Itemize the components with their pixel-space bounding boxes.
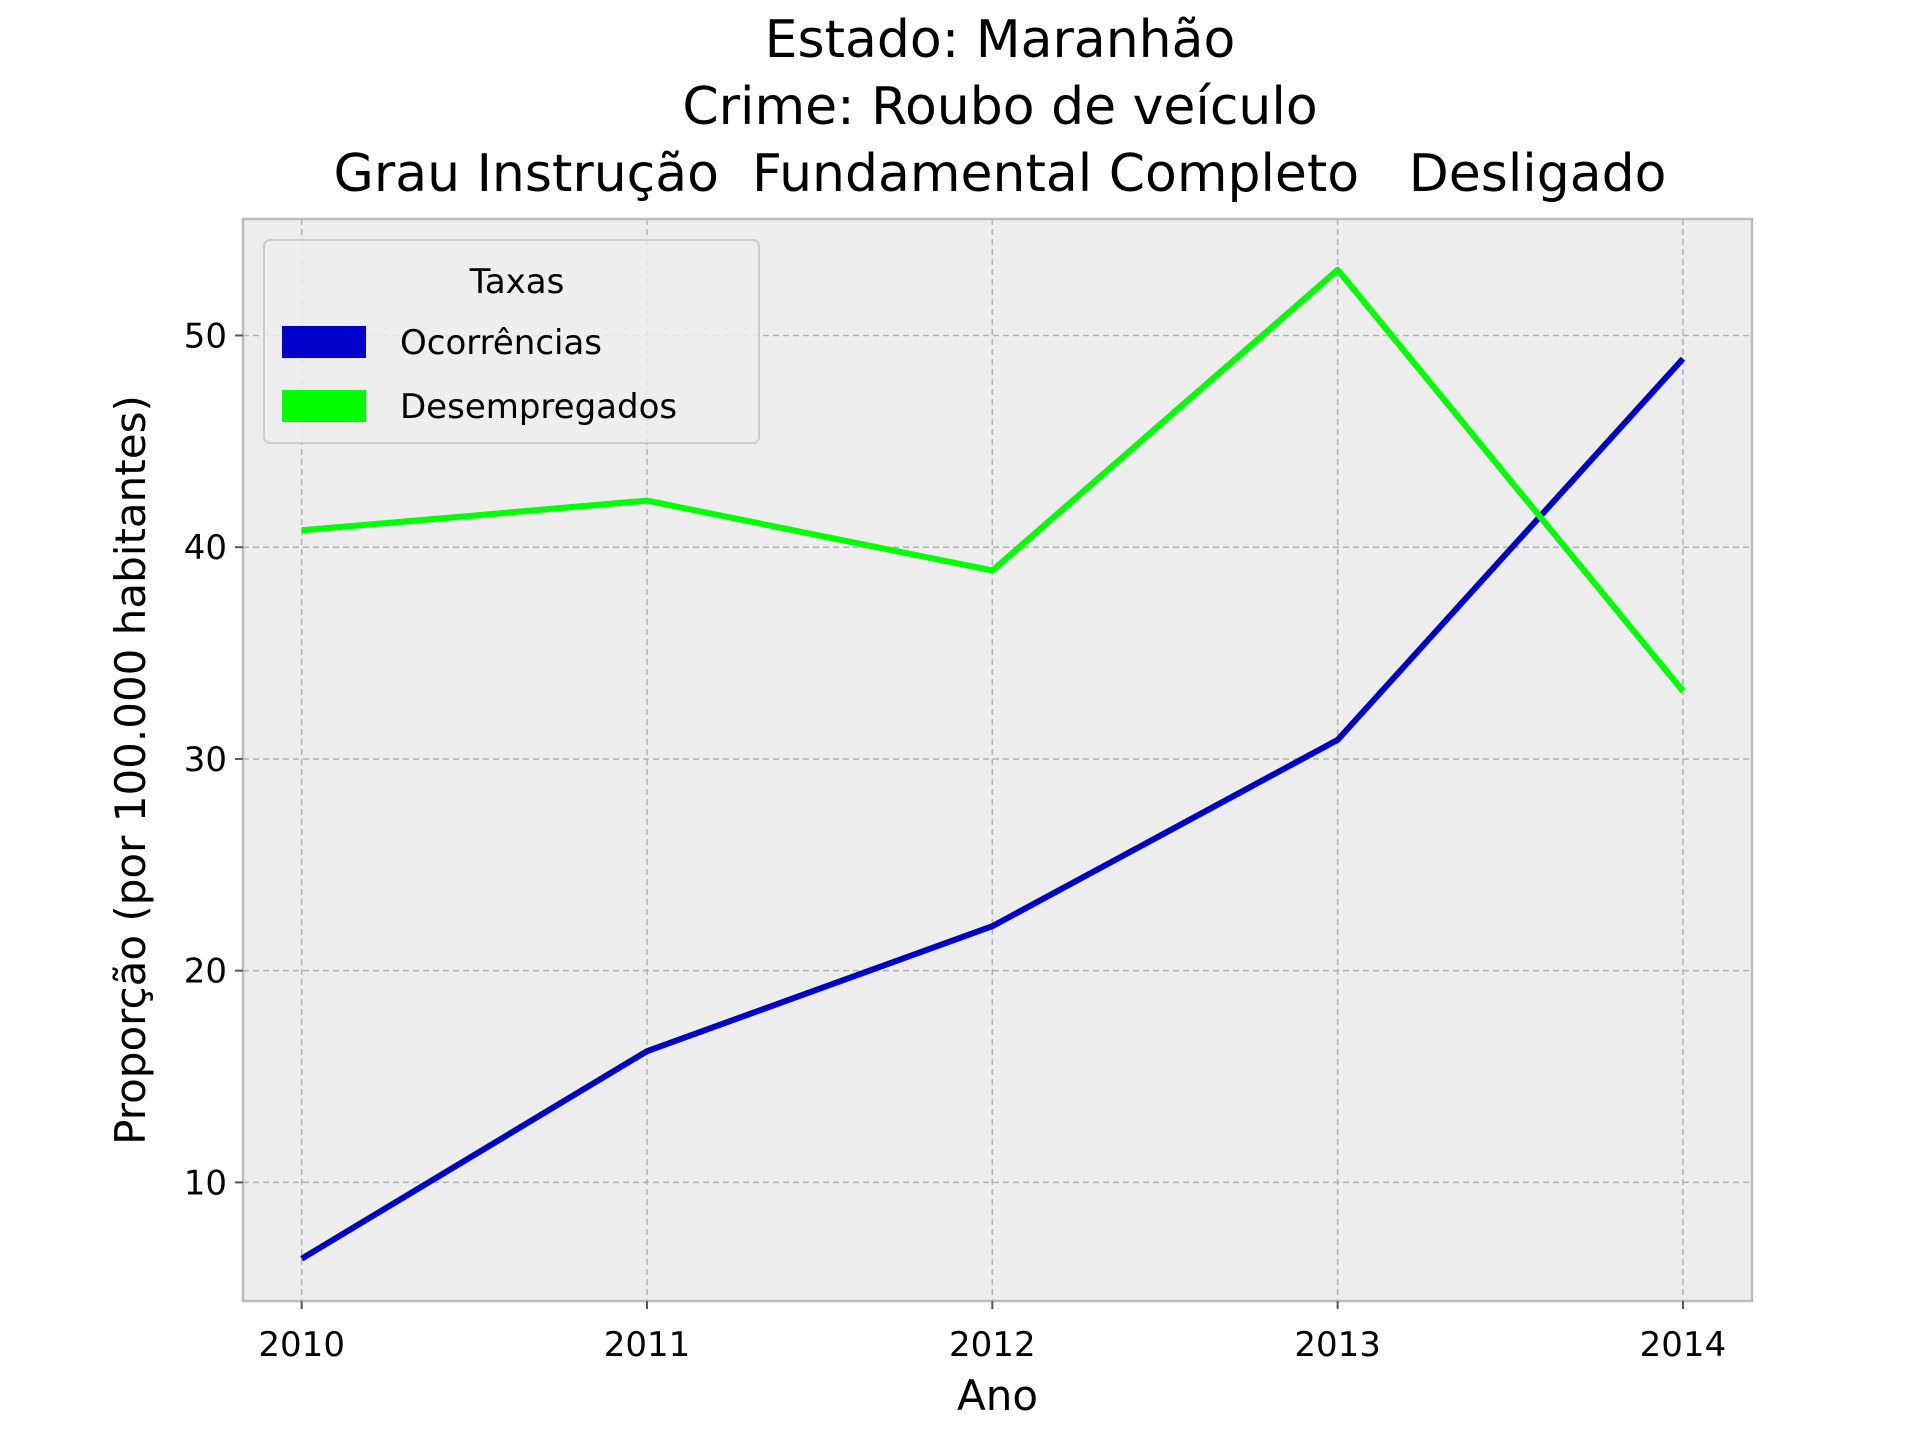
legend: Taxas Ocorrências Desempregados bbox=[263, 239, 760, 444]
y-tick-labels: 10 20 30 40 50 bbox=[184, 316, 243, 1203]
y-tick-label: 20 bbox=[184, 952, 227, 992]
x-tick-label: 2011 bbox=[604, 1325, 691, 1365]
y-tick-label: 40 bbox=[184, 528, 227, 568]
y-tick-label: 10 bbox=[184, 1163, 227, 1203]
x-axis-label: Ano bbox=[957, 1371, 1038, 1420]
chart-title: Estado: Maranhão Crime: Roubo de veículo… bbox=[334, 10, 1667, 204]
legend-label: Ocorrências bbox=[400, 323, 602, 363]
y-axis-label: Proporção (por 100.000 habitantes) bbox=[106, 395, 155, 1145]
y-tick-label: 30 bbox=[184, 740, 227, 780]
x-tick-labels: 2010 2011 2012 2013 2014 bbox=[258, 1301, 1726, 1365]
legend-title: Taxas bbox=[469, 262, 565, 302]
x-tick-label: 2010 bbox=[258, 1325, 345, 1365]
title-line-2: Crime: Roubo de veículo bbox=[682, 77, 1317, 137]
title-line-1: Estado: Maranhão bbox=[765, 10, 1236, 70]
title-line-3: Grau Instrução Fundamental Completo Desl… bbox=[334, 144, 1667, 204]
legend-box bbox=[263, 239, 760, 444]
x-tick-label: 2012 bbox=[949, 1325, 1036, 1365]
x-tick-label: 2013 bbox=[1294, 1325, 1381, 1365]
legend-swatch bbox=[282, 326, 366, 358]
plot-frame bbox=[241, 217, 1754, 1303]
y-tick-label: 50 bbox=[184, 316, 227, 356]
legend-label: Desempregados bbox=[400, 387, 677, 427]
x-tick-label: 2014 bbox=[1640, 1325, 1727, 1365]
series-lines bbox=[300, 266, 1686, 1262]
legend-swatch bbox=[282, 390, 366, 422]
